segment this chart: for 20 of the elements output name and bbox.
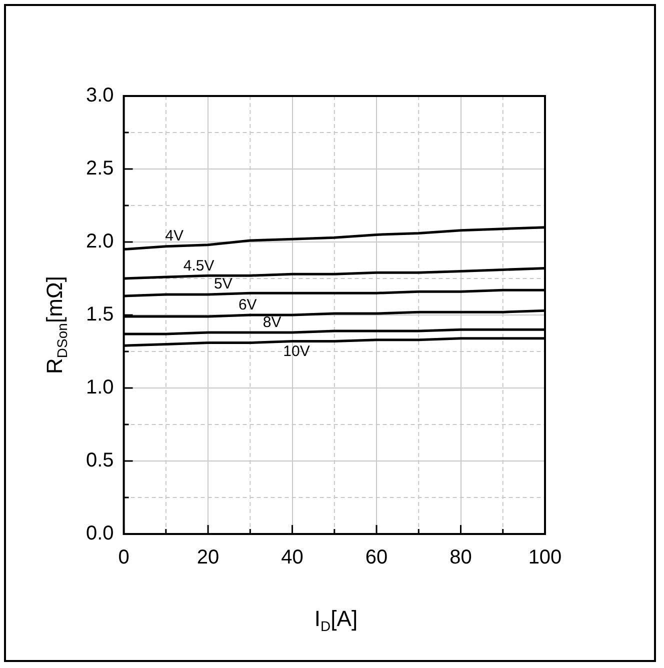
- y-tick-label: 1.5: [86, 304, 114, 326]
- x-tick-label: 20: [196, 546, 220, 569]
- y-tick-label: 2.5: [86, 158, 114, 180]
- series-label: 6V: [238, 296, 257, 314]
- x-axis-title: I$_{D}$[A]: [314, 606, 358, 634]
- x-tick-label: 80: [450, 546, 472, 569]
- x-tick-label: 0: [118, 546, 130, 569]
- x-tick-label: 40: [281, 546, 304, 569]
- series-label: 4V: [165, 228, 184, 245]
- series-label: 5V: [214, 276, 232, 293]
- y-tick-label: 0.0: [86, 522, 114, 545]
- series-label: 8V: [262, 314, 282, 332]
- series-label: 4.5V: [183, 258, 214, 275]
- x-tick-label: 60: [365, 546, 388, 569]
- x-tick-label: 100: [528, 546, 562, 569]
- series-label: 10V: [283, 342, 310, 360]
- y-tick-label: 0.5: [86, 450, 114, 472]
- y-tick-label: 2.0: [86, 230, 114, 253]
- y-tick-label: 3.0: [86, 84, 114, 107]
- y-tick-label: 1.0: [86, 376, 114, 399]
